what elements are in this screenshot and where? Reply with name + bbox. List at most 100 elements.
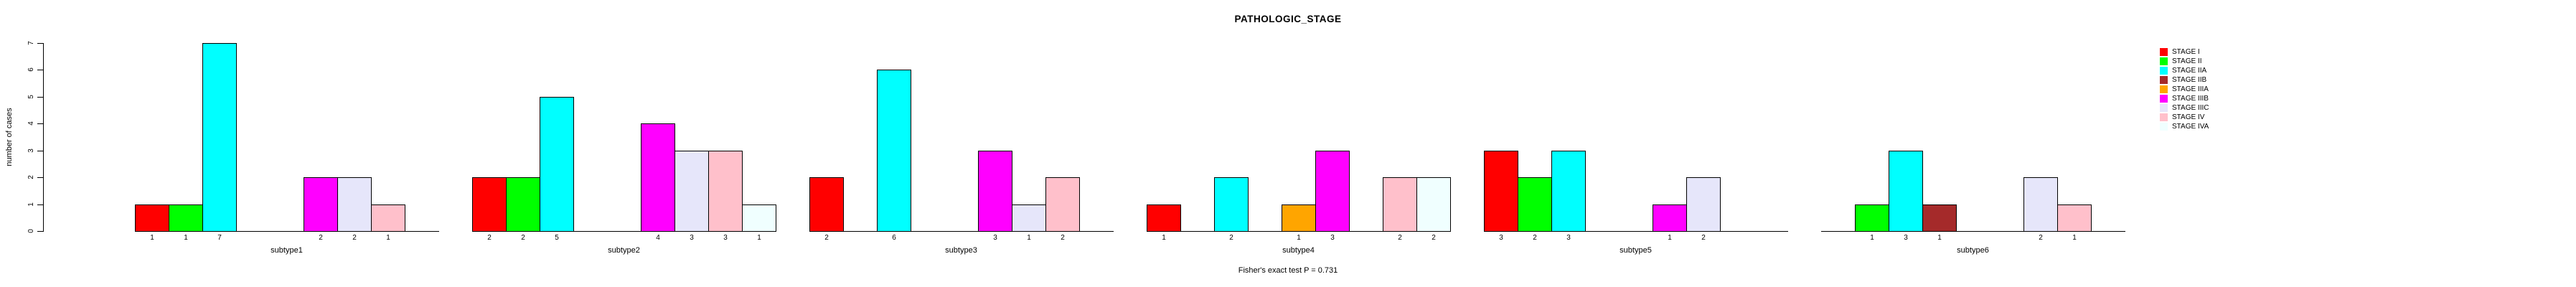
legend-color-swatch — [2160, 76, 2168, 84]
bar-stage-i-subtype2 — [472, 177, 507, 232]
bar-value-label: 1 — [150, 234, 154, 242]
bar-value-label: 7 — [217, 234, 222, 242]
bar-value-label: 2 — [824, 234, 829, 242]
legend-color-swatch — [2160, 113, 2168, 121]
bar-stage-ii-subtype5 — [1518, 177, 1552, 232]
bar-value-label: 2 — [319, 234, 323, 242]
bar-value-label: 1 — [1297, 234, 1301, 242]
bar-value-label: 2 — [1398, 234, 1402, 242]
bar-stage-iiic-subtype6 — [2023, 177, 2058, 232]
legend-item-label: STAGE I — [2172, 48, 2200, 56]
bar-stage-iia-subtype5 — [1551, 151, 1586, 232]
bar-value-label: 2 — [2039, 234, 2043, 242]
bar-value-label: 4 — [656, 234, 660, 242]
bar-stage-iv-subtype4 — [1383, 177, 1417, 232]
bar-value-label: 3 — [690, 234, 694, 242]
legend-item: STAGE IV — [2160, 113, 2209, 122]
legend-color-swatch — [2160, 85, 2168, 93]
bar-value-label: 3 — [1566, 234, 1571, 242]
legend-item: STAGE IIIB — [2160, 94, 2209, 103]
x-axis-category-label: subtype6 — [1957, 246, 1989, 255]
bar-value-label: 3 — [993, 234, 997, 242]
bar-stage-ii-subtype1 — [169, 204, 203, 232]
legend-color-swatch — [2160, 57, 2168, 65]
bar-stage-iiib-subtype3 — [978, 151, 1012, 232]
y-tick-label: 4 — [27, 121, 35, 126]
legend-item-label: STAGE IIIB — [2172, 95, 2209, 103]
legend-item-label: STAGE IV — [2172, 113, 2205, 121]
bar-value-label: 3 — [1330, 234, 1335, 242]
bar-stage-i-subtype1 — [135, 204, 169, 232]
bar-stage-iiib-subtype1 — [304, 177, 338, 232]
bar-value-label: 3 — [723, 234, 728, 242]
legend-item: STAGE IIB — [2160, 75, 2209, 85]
bar-stage-i-subtype4 — [1147, 204, 1181, 232]
bar-stage-i-subtype5 — [1484, 151, 1518, 232]
legend-item: STAGE I — [2160, 47, 2209, 57]
y-tick-label: 2 — [27, 175, 35, 179]
bar-stage-iva-subtype2 — [742, 204, 776, 232]
y-tick-label: 0 — [27, 229, 35, 233]
bar-value-label: 1 — [386, 234, 390, 242]
bar-value-label: 1 — [1668, 234, 1672, 242]
bar-stage-ii-subtype2 — [506, 177, 540, 232]
bar-stage-iiib-subtype4 — [1315, 151, 1350, 232]
bar-value-label: 1 — [1937, 234, 1942, 242]
bar-value-label: 1 — [1027, 234, 1031, 242]
bar-stage-iia-subtype6 — [1889, 151, 1923, 232]
bar-value-label: 2 — [352, 234, 357, 242]
bar-stage-iia-subtype4 — [1214, 177, 1249, 232]
x-axis-segment — [809, 231, 1114, 232]
x-axis-category-label: subtype4 — [1282, 246, 1315, 255]
y-tick-label: 3 — [27, 149, 35, 153]
legend-color-swatch — [2160, 67, 2168, 75]
legend-color-swatch — [2160, 104, 2168, 112]
bar-stage-iiic-subtype2 — [674, 151, 709, 232]
bar-stage-iiic-subtype1 — [337, 177, 372, 232]
legend-item: STAGE II — [2160, 57, 2209, 66]
legend-item-label: STAGE II — [2172, 57, 2202, 65]
legend-color-swatch — [2160, 95, 2168, 103]
y-axis-label: number of cases — [5, 108, 14, 166]
bar-stage-iib-subtype6 — [1922, 204, 1957, 232]
x-axis-segment — [1821, 231, 2125, 232]
y-axis-tick — [37, 43, 43, 44]
bar-stage-iiib-subtype5 — [1653, 204, 1687, 232]
bar-value-label: 1 — [184, 234, 188, 242]
y-tick-label: 7 — [27, 41, 35, 45]
legend-item-label: STAGE IIB — [2172, 76, 2207, 84]
legend-item: STAGE IIIC — [2160, 103, 2209, 113]
bar-value-label: 6 — [892, 234, 896, 242]
x-axis-category-label: subtype1 — [271, 246, 303, 255]
bar-value-label: 2 — [1701, 234, 1706, 242]
y-axis-tick — [37, 123, 43, 124]
bar-stage-iv-subtype3 — [1045, 177, 1080, 232]
bar-value-label: 1 — [1162, 234, 1166, 242]
x-axis-segment — [135, 231, 439, 232]
bar-value-label: 3 — [1904, 234, 1908, 242]
bar-value-label: 5 — [555, 234, 559, 242]
bar-stage-i-subtype3 — [809, 177, 844, 232]
legend-item-label: STAGE IVA — [2172, 123, 2209, 131]
y-axis-tick — [37, 97, 43, 98]
bar-stage-iva-subtype4 — [1416, 177, 1451, 232]
bar-stage-iiic-subtype5 — [1686, 177, 1721, 232]
bar-value-label: 1 — [1870, 234, 1874, 242]
y-tick-label: 6 — [27, 67, 35, 72]
fisher-test-annotation: Fisher's exact test P = 0.731 — [1238, 266, 1338, 275]
y-axis-line — [43, 43, 44, 232]
legend-item-label: STAGE IIA — [2172, 67, 2207, 75]
bar-stage-ii-subtype6 — [1855, 204, 1889, 232]
y-axis-tick — [37, 204, 43, 205]
legend-item: STAGE IIIA — [2160, 85, 2209, 94]
y-axis-tick — [37, 177, 43, 178]
bar-value-label: 2 — [521, 234, 525, 242]
bar-value-label: 2 — [1533, 234, 1537, 242]
x-axis-category-label: subtype5 — [1620, 246, 1652, 255]
x-axis-segment — [472, 231, 776, 232]
legend-item-label: STAGE IIIC — [2172, 104, 2209, 112]
legend-item-label: STAGE IIIA — [2172, 85, 2209, 93]
bar-stage-iia-subtype1 — [202, 43, 237, 232]
bar-value-label: 3 — [1499, 234, 1503, 242]
